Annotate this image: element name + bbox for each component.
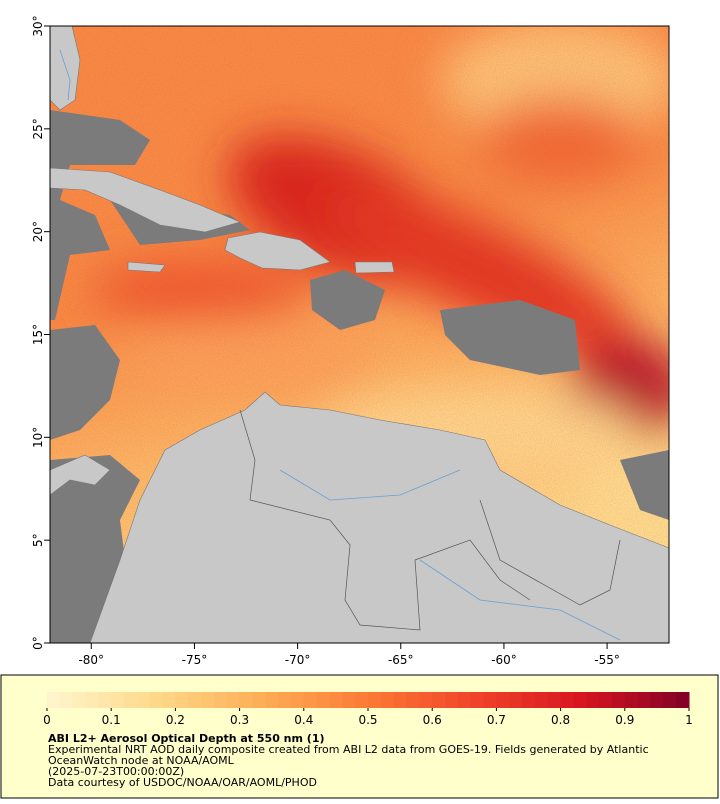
colorbar-step: [355, 692, 369, 708]
colorbar-step: [278, 692, 292, 708]
colorbar-tick-label: 0.7: [487, 713, 506, 727]
colorbar-step: [599, 692, 613, 708]
colorbar-step: [368, 692, 382, 708]
colorbar-step: [457, 692, 472, 708]
colorbar-step: [522, 692, 536, 708]
colorbar-step: [303, 692, 318, 708]
colorbar-step: [547, 692, 562, 708]
colorbar-step: [419, 692, 433, 708]
colorbar-tick-label: 0.8: [551, 713, 570, 727]
colorbar-step: [47, 692, 61, 708]
colorbar-step: [85, 692, 99, 708]
colorbar-step: [406, 692, 420, 708]
caption-line: OceanWatch node at NOAA/AOML: [48, 754, 235, 767]
colorbar-step: [149, 692, 164, 708]
x-tick-label: -55°: [594, 653, 620, 667]
colorbar-step: [445, 692, 459, 708]
colorbar-step: [201, 692, 215, 708]
caption-title: ABI L2+ Aerosol Optical Depth at 550 nm …: [48, 732, 325, 745]
x-tick-label: -65°: [388, 653, 414, 667]
colorbar-step: [239, 692, 253, 708]
colorbar-step: [329, 692, 343, 708]
colorbar-step: [676, 692, 690, 708]
y-tick-label: 25°: [31, 118, 45, 139]
colorbar-step: [470, 692, 485, 708]
colorbar-step: [509, 692, 523, 708]
colorbar-step: [226, 692, 241, 708]
colorbar-step: [650, 692, 664, 708]
colorbar-step: [432, 692, 446, 708]
x-tick-label: -80°: [78, 653, 104, 667]
colorbar-step: [573, 692, 587, 708]
colorbar: 0 0.1 0.2 0.3 0.4 0.5 0.6 0.7 0.8 0.9 1: [43, 692, 693, 727]
axes: -80° -75° -70° -65° -60° -55° 0° 5° 10° 15° 20° 25°…: [31, 15, 620, 667]
colorbar-step: [380, 692, 395, 708]
colorbar-step: [586, 692, 600, 708]
colorbar-tick-label: 0.9: [615, 713, 634, 727]
y-tick-label: 20°: [31, 221, 45, 242]
colorbar-step: [252, 692, 266, 708]
colorbar-step: [59, 692, 74, 708]
caption-line: (2025-07-23T00:00:00Z): [48, 765, 184, 778]
colorbar-step: [342, 692, 356, 708]
colorbar-step: [637, 692, 651, 708]
colorbar-step: [624, 692, 639, 708]
colorbar-step: [663, 692, 677, 708]
colorbar-step: [175, 692, 189, 708]
colorbar-tick-label: 0.3: [230, 713, 249, 727]
colorbar-step: [316, 692, 330, 708]
x-tick-label: -60°: [491, 653, 517, 667]
y-tick-label: 5°: [31, 533, 45, 547]
y-tick-label: 15°: [31, 324, 45, 345]
colorbar-step: [213, 692, 228, 708]
colorbar-step: [534, 692, 549, 708]
x-tick-label: -70°: [285, 653, 311, 667]
colorbar-tick-label: 0.2: [166, 713, 185, 727]
colorbar-tick-label: 0: [43, 713, 51, 727]
colorbar-step: [124, 692, 138, 708]
colorbar-step: [496, 692, 510, 708]
y-tick-label: 10°: [31, 427, 45, 448]
colorbar-tick-label: 0.4: [294, 713, 313, 727]
colorbar-step: [188, 692, 202, 708]
colorbar-step: [483, 692, 497, 708]
colorbar-step: [111, 692, 125, 708]
colorbar-step: [290, 692, 305, 708]
caption-line: Data courtesy of USDOC/NOAA/OAR/AOML/PHO…: [48, 776, 317, 789]
colorbar-step: [611, 692, 626, 708]
colorbar-tick-label: 0.1: [102, 713, 121, 727]
colorbar-step: [393, 692, 408, 708]
colorbar-step: [560, 692, 574, 708]
colorbar-tick-label: 0.6: [423, 713, 442, 727]
colorbar-step: [98, 692, 112, 708]
caption-line: Experimental NRT AOD daily composite cre…: [48, 743, 649, 756]
colorbar-tick-label: 0.5: [358, 713, 377, 727]
x-tick-label: -75°: [182, 653, 208, 667]
map-field: [50, 26, 669, 643]
colorbar-step: [265, 692, 279, 708]
colorbar-step: [136, 692, 151, 708]
colorbar-step: [162, 692, 176, 708]
colorbar-step: [72, 692, 87, 708]
y-tick-label: 0°: [31, 636, 45, 650]
y-tick-label: 30°: [31, 15, 45, 36]
colorbar-tick-label: 1: [685, 713, 693, 727]
